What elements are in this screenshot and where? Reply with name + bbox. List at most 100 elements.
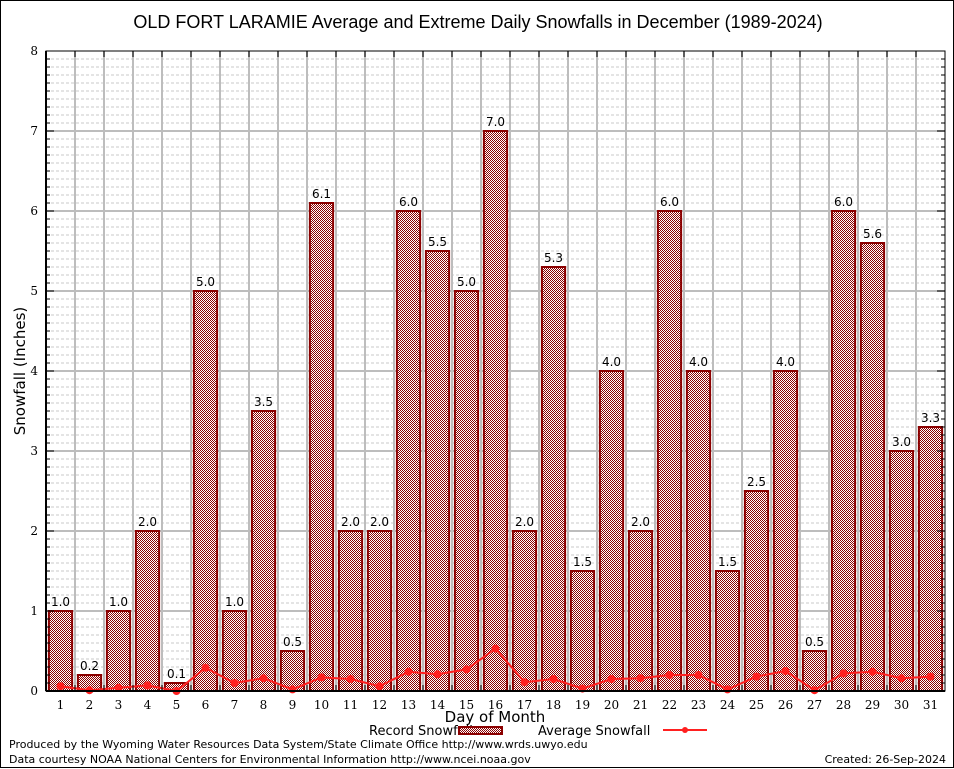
bar-value-label: 5.5 (428, 235, 447, 249)
x-tick-label: 12 (372, 698, 387, 712)
x-tick-label: 26 (778, 698, 793, 712)
record-bar-day-3 (105, 610, 132, 692)
record-bar-day-21 (627, 530, 654, 692)
axes (45, 50, 946, 692)
record-bar-day-22 (656, 210, 683, 692)
average-point-day-16 (491, 644, 500, 653)
bar-value-label: 6.0 (399, 195, 418, 209)
average-point-day-11 (346, 675, 355, 683)
bar-value-label: 2.0 (515, 515, 534, 529)
y-tick-label: 1 (30, 604, 38, 618)
x-tick-label: 21 (633, 698, 648, 712)
x-tick-label: 15 (459, 698, 474, 712)
bar-value-label: 5.3 (544, 251, 563, 265)
x-tick-labels: 1 2 3 4 5 6 7 8 9 10 11 12 13 14 15 16 17 18 19 20 21 22 23 24 2… (57, 698, 938, 712)
bar-value-label: 0.1 (167, 667, 186, 681)
average-point-day-4 (143, 681, 152, 690)
x-tick-label: 14 (430, 698, 446, 712)
legend-label-average: Average Snowfall (538, 724, 650, 739)
bar-value-label: 2.0 (138, 515, 157, 529)
x-tick-label: 22 (662, 698, 677, 712)
record-bar-day-1 (47, 610, 74, 692)
footer-producer: Produced by the Wyoming Water Resources … (9, 738, 588, 751)
bar-labels: 1.0 0.2 1.0 2.0 0.1 5.0 1.0 3.5 0.5 6.1 2.0 2.0 6.0 5… (51, 115, 940, 681)
average-point-day-15 (462, 665, 471, 674)
legend: Record Snowfall Average Snowfall (369, 724, 707, 739)
x-tick-label: 29 (865, 698, 880, 712)
record-bar-day-12 (366, 530, 393, 692)
y-axis-label: Snowfall (Inches) (11, 307, 29, 435)
x-tick-label: 27 (807, 698, 822, 712)
bar-value-label: 3.5 (254, 395, 273, 409)
average-point-day-12 (375, 682, 384, 691)
average-point-day-10 (317, 673, 326, 682)
y-tick-labels: 0 1 2 3 4 5 6 7 8 (30, 44, 38, 698)
record-bar-day-28 (830, 210, 857, 692)
average-point-day-25 (752, 672, 761, 681)
bar-value-label: 0.2 (80, 659, 99, 673)
bar-value-label: 5.0 (196, 275, 215, 289)
legend-marker-average (682, 727, 688, 733)
average-point-day-6 (201, 663, 210, 672)
bar-value-label: 5.6 (863, 227, 882, 241)
y-tick-label: 8 (30, 44, 38, 58)
bar-value-label: 1.5 (718, 555, 737, 569)
average-point-day-23 (694, 671, 703, 679)
record-bar-day-8 (250, 410, 277, 692)
average-point-day-14 (433, 670, 442, 679)
x-tick-label: 23 (691, 698, 706, 712)
x-tick-label: 1 (57, 698, 65, 712)
legend-label-record: Record Snowfall (369, 724, 473, 739)
bar-value-label: 4.0 (776, 355, 795, 369)
bar-value-label: 2.5 (747, 475, 766, 489)
x-tick-label: 4 (144, 698, 152, 712)
record-bar-day-10 (308, 202, 335, 692)
record-bar-day-16 (482, 130, 509, 692)
x-tick-label: 6 (202, 698, 210, 712)
record-bar-day-14 (424, 250, 451, 692)
y-tick-label: 0 (30, 684, 38, 698)
record-bar-day-19 (569, 570, 596, 692)
x-tick-label: 17 (517, 698, 532, 712)
average-point-day-3 (114, 683, 123, 692)
bar-value-label: 3.0 (892, 435, 911, 449)
x-tick-label: 7 (231, 698, 239, 712)
record-bar-day-6 (192, 290, 219, 692)
record-bar-day-4 (134, 530, 161, 692)
y-tick-label: 3 (30, 444, 38, 458)
y-tick-label: 6 (30, 204, 38, 218)
record-bar-day-24 (714, 570, 741, 692)
x-tick-label: 5 (173, 698, 181, 712)
average-point-day-29 (868, 667, 877, 676)
bar-value-label: 6.0 (834, 195, 853, 209)
footer-data-source: Data courtesy NOAA National Centers for … (9, 753, 531, 766)
bar-value-label: 2.0 (370, 515, 389, 529)
bar-value-label: 1.0 (225, 595, 244, 609)
bar-value-label: 1.5 (573, 555, 592, 569)
x-tick-label: 30 (894, 698, 909, 712)
x-tick-label: 16 (488, 698, 503, 712)
x-tick-label: 11 (343, 698, 358, 712)
average-point-day-17 (520, 678, 529, 687)
y-tick-label: 7 (30, 124, 38, 138)
x-tick-label: 8 (260, 698, 268, 712)
bar-value-label: 1.0 (109, 595, 128, 609)
average-point-day-9 (288, 685, 297, 694)
average-point-day-13 (404, 667, 413, 676)
x-tick-label: 9 (289, 698, 297, 712)
record-bar-day-29 (859, 242, 886, 692)
bar-value-label: 4.0 (689, 355, 708, 369)
bar-value-label: 6.1 (312, 187, 331, 201)
legend-swatch-record (458, 726, 503, 735)
average-line (56, 644, 935, 695)
average-point-day-22 (665, 671, 674, 679)
average-point-day-30 (897, 674, 906, 683)
record-bar-day-11 (337, 530, 364, 692)
bar-value-label: 2.0 (631, 515, 650, 529)
record-bar-day-18 (540, 266, 567, 692)
x-tick-label: 31 (923, 698, 938, 712)
x-tick-label: 28 (836, 698, 851, 712)
average-point-day-31 (926, 672, 935, 681)
